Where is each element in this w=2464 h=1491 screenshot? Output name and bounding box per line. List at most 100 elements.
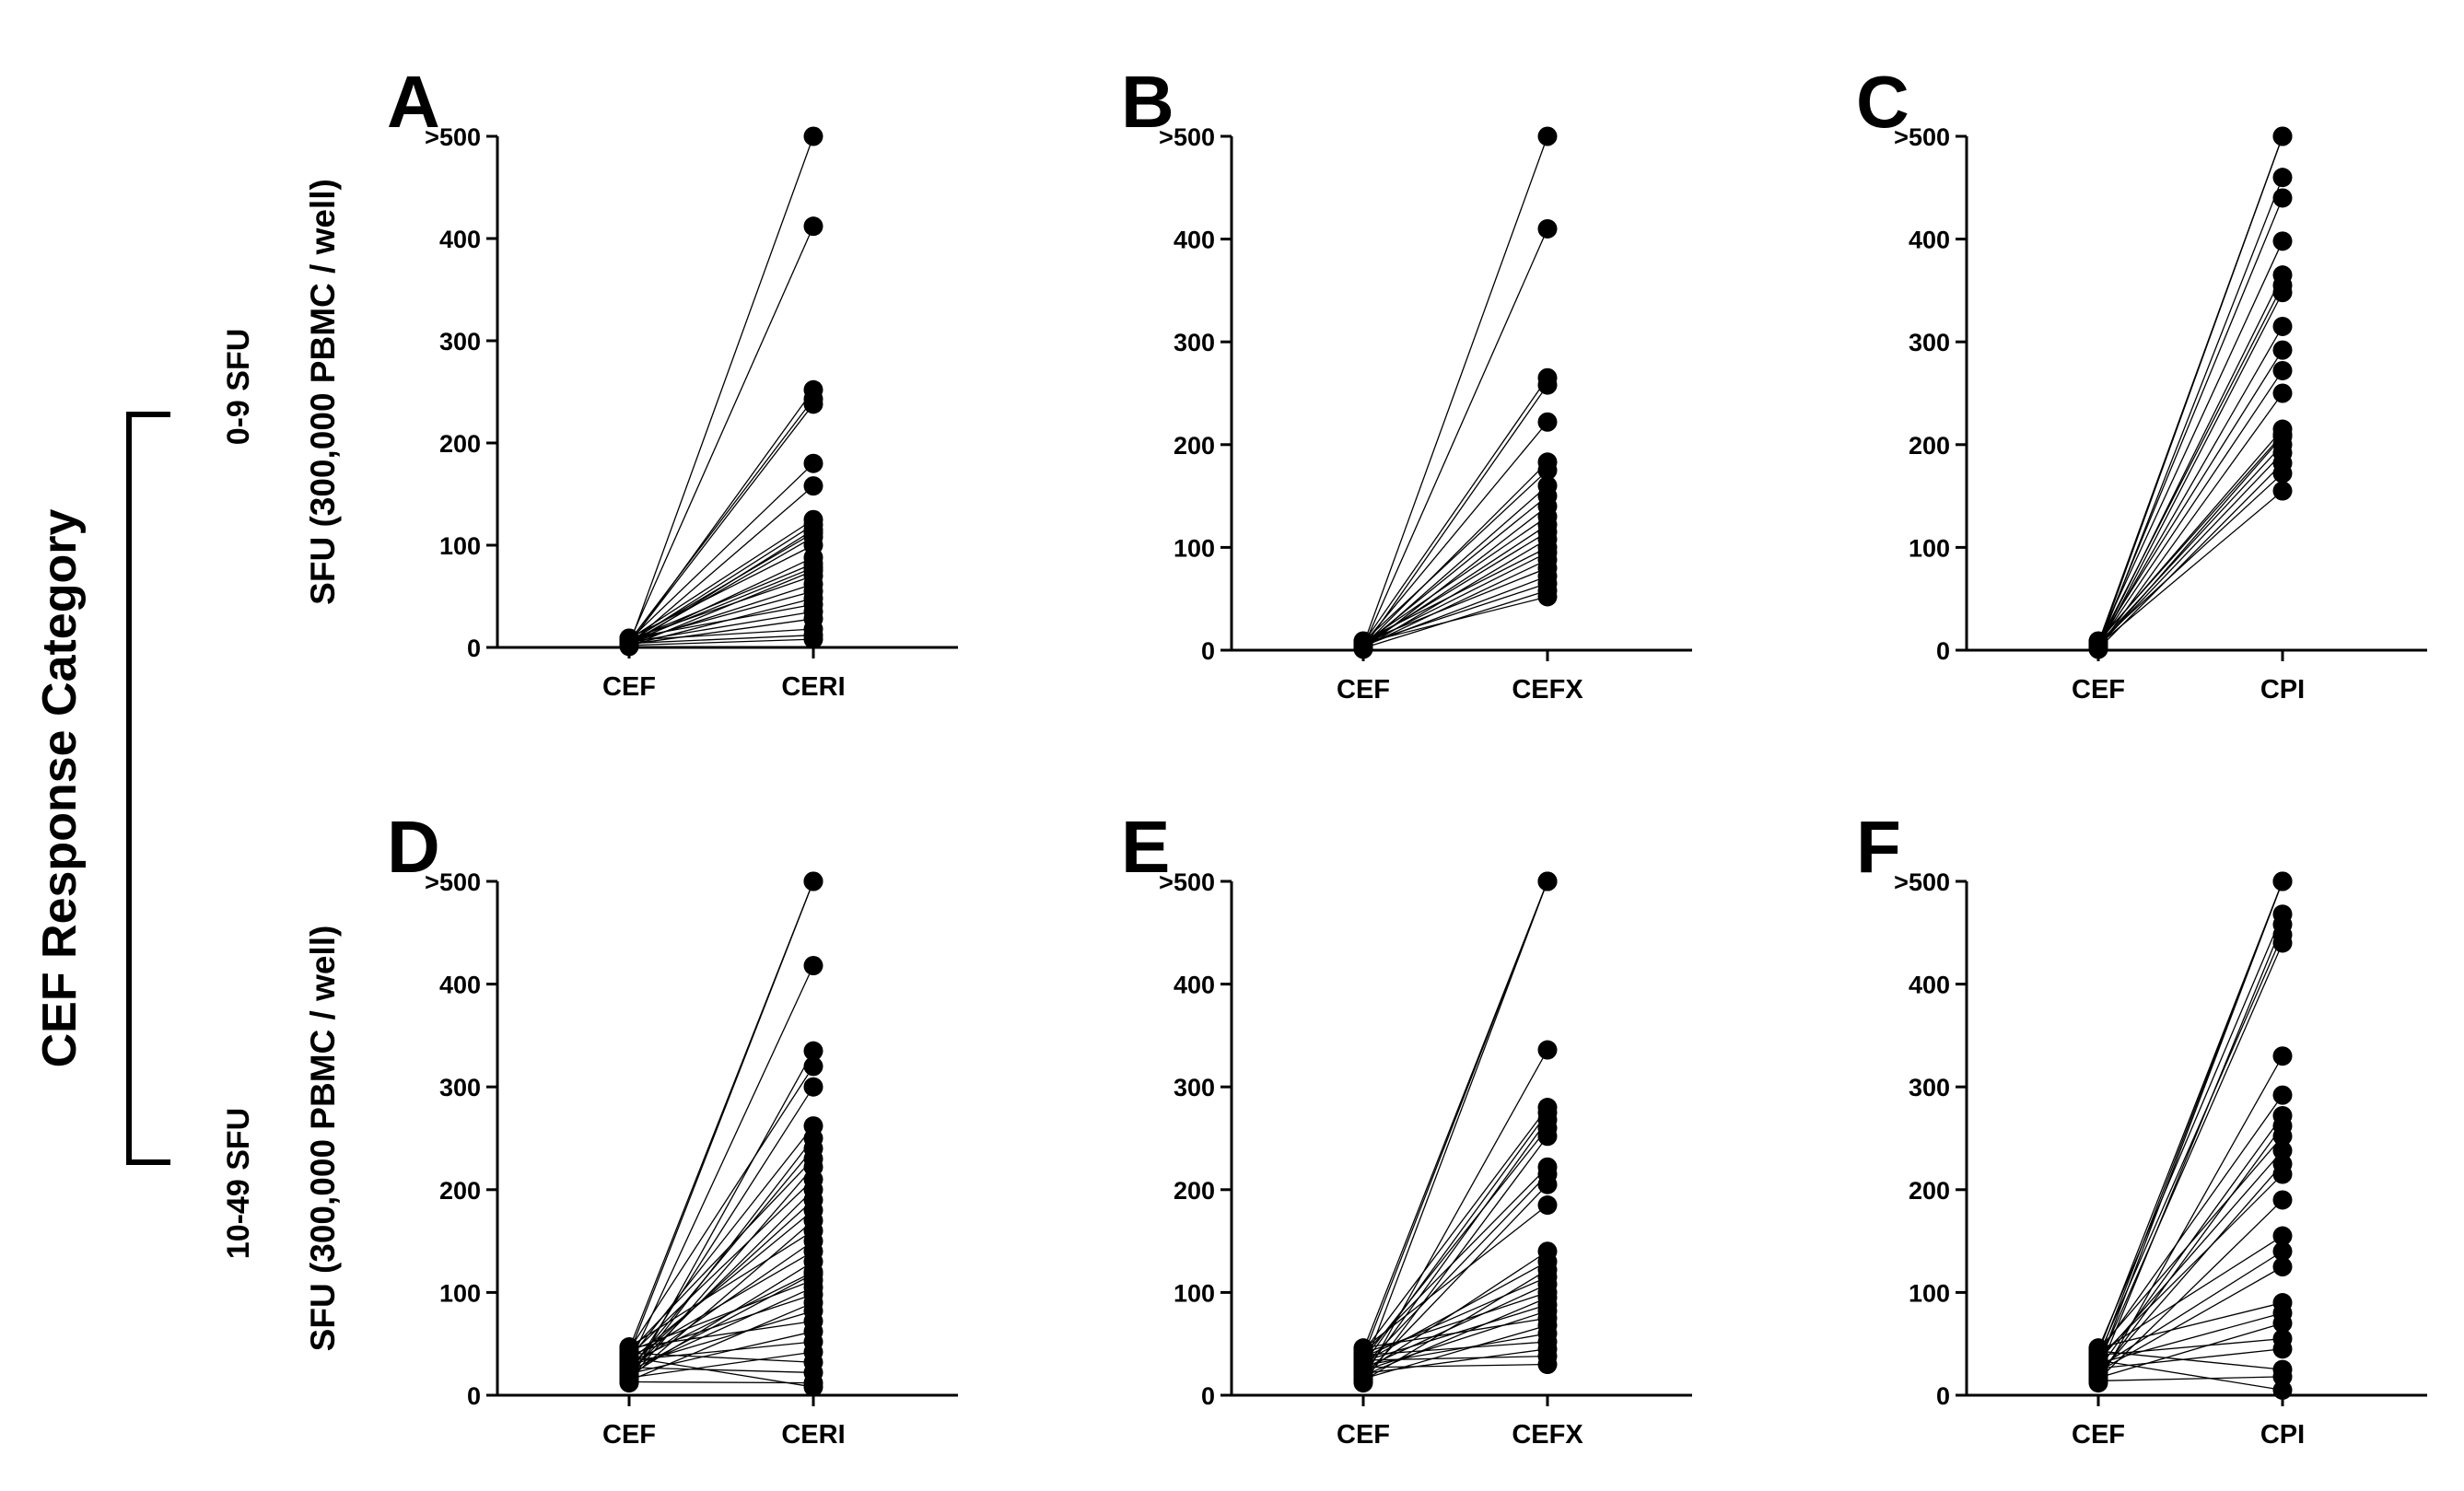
pair-line-f [2097,924,2283,1373]
panel-letter-c: C [1856,61,1909,143]
pair-line-f [2097,1348,2283,1369]
point-f-cpi [2272,1085,2293,1105]
pair-line-a [628,518,814,640]
point-c-cpi [2272,283,2293,303]
x-category-label-d: CERI [781,1420,845,1450]
x-category-label-b: CEF [1337,675,1390,705]
pair-line-f [2097,1094,2283,1355]
x-category-label-d: CEF [602,1420,656,1450]
point-f-cpi [2272,1241,2293,1262]
pair-line-d [628,1179,814,1357]
point-d-ceri [803,1377,823,1397]
x-category-label-b: CEFX [1512,675,1583,705]
x-category-label-e: CEFX [1512,1420,1583,1450]
y-tick-label-f: 0 [1936,1382,1950,1410]
pair-line-f [2097,1376,2283,1382]
pair-line-d [628,1251,814,1359]
point-f-cpi [2272,1046,2293,1066]
panel-letter-e: E [1121,806,1170,888]
y-tick-label-b: 100 [1174,534,1215,562]
pair-line-f [2097,1350,2283,1370]
y-tick-label-e: 200 [1174,1177,1215,1205]
y-tick-label-a: >500 [425,123,481,151]
point-c-cpi [2272,188,2293,208]
pair-line-d [628,1273,814,1372]
pair-line-d [628,1331,814,1375]
pair-line-b [1362,461,1548,646]
pair-line-e [1362,1348,1548,1375]
pair-line-a [628,462,814,641]
pair-line-c [2097,349,2283,644]
point-b-cef [1353,633,1373,653]
x-category-label-c: CPI [2260,675,2305,705]
panel-d: D SFU (300,000 PBMC / well) 0 100 200 300 400 >… [304,806,958,1450]
pair-line-c [2097,292,2283,650]
pair-line-b [1362,421,1548,645]
pair-line-f [2097,942,2283,1365]
pair-line-d [628,1166,814,1380]
y-axis-label-d: SFU (300,000 PBMC / well) [304,926,342,1352]
pair-line-c [2097,285,2283,645]
pair-line-b [1362,495,1548,646]
point-b-cefx [1537,218,1558,239]
pair-line-d [628,1321,814,1349]
pair-line-f [2097,1199,2283,1380]
pair-line-e [1362,880,1548,1370]
point-a-cef [619,635,639,656]
pair-line-f [2097,1173,2283,1359]
point-b-cefx [1537,460,1558,481]
y-tick-label-d: 200 [439,1177,481,1205]
pair-line-d [628,1310,814,1367]
point-b-cefx [1537,587,1558,607]
point-d-cef [619,1347,639,1368]
pair-line-d [628,1086,814,1376]
pair-line-f [2097,1301,2283,1349]
y-tick-label-e: 400 [1174,972,1215,999]
y-tick-label-a: 0 [467,635,481,662]
y-tick-label-f: 200 [1909,1177,1950,1205]
row-label-top: 0-9 SFU [221,329,256,446]
point-c-cpi [2272,425,2293,445]
panel-f: F 0 100 200 300 400 >500 CEF CPI [1856,806,2427,1450]
point-a-ceri [803,394,823,414]
pair-line-f [2097,1136,2283,1351]
pair-line-f [2097,1312,2283,1365]
pair-line-e [1362,1166,1548,1355]
y-tick-label-d: 100 [439,1279,481,1307]
point-e-cefx [1537,1126,1558,1147]
y-tick-label-b: 300 [1174,329,1215,356]
point-d-ceri [803,1056,823,1077]
pair-line-f [2097,1235,2283,1354]
pair-line-c [2097,326,2283,646]
pair-line-b [1362,582,1548,645]
pair-line-a [628,135,814,646]
pair-line-c [2097,135,2283,644]
point-b-cefx [1537,126,1558,146]
pair-line-c [2097,240,2283,643]
pair-line-e [1362,1119,1548,1376]
y-tick-label-c: >500 [1894,123,1950,151]
x-category-label-e: CEF [1337,1420,1390,1450]
point-f-cpi [2272,1257,2293,1276]
pair-line-a [628,544,814,639]
row-label-bottom: 10-49 SFU [221,1108,256,1259]
point-b-cefx [1537,375,1558,395]
y-tick-label-a: 300 [439,328,481,355]
y-tick-label-c: 300 [1909,329,1950,356]
y-tick-label-e: 0 [1201,1382,1215,1410]
point-d-ceri [803,1264,823,1284]
panel-letter-f: F [1856,806,1901,888]
point-d-ceri [803,1077,823,1097]
point-a-ceri [803,126,823,146]
y-tick-label-f: 400 [1909,972,1950,999]
y-tick-label-a: 100 [439,532,481,560]
pair-line-b [1362,228,1548,647]
pair-line-d [628,1229,814,1348]
pair-line-a [628,532,814,642]
pair-line-f [2097,914,2283,1350]
y-tick-label-c: 200 [1909,432,1950,460]
y-tick-label-d: 400 [439,972,481,999]
pair-line-d [628,1219,814,1380]
panel-letter-a: A [387,61,440,143]
